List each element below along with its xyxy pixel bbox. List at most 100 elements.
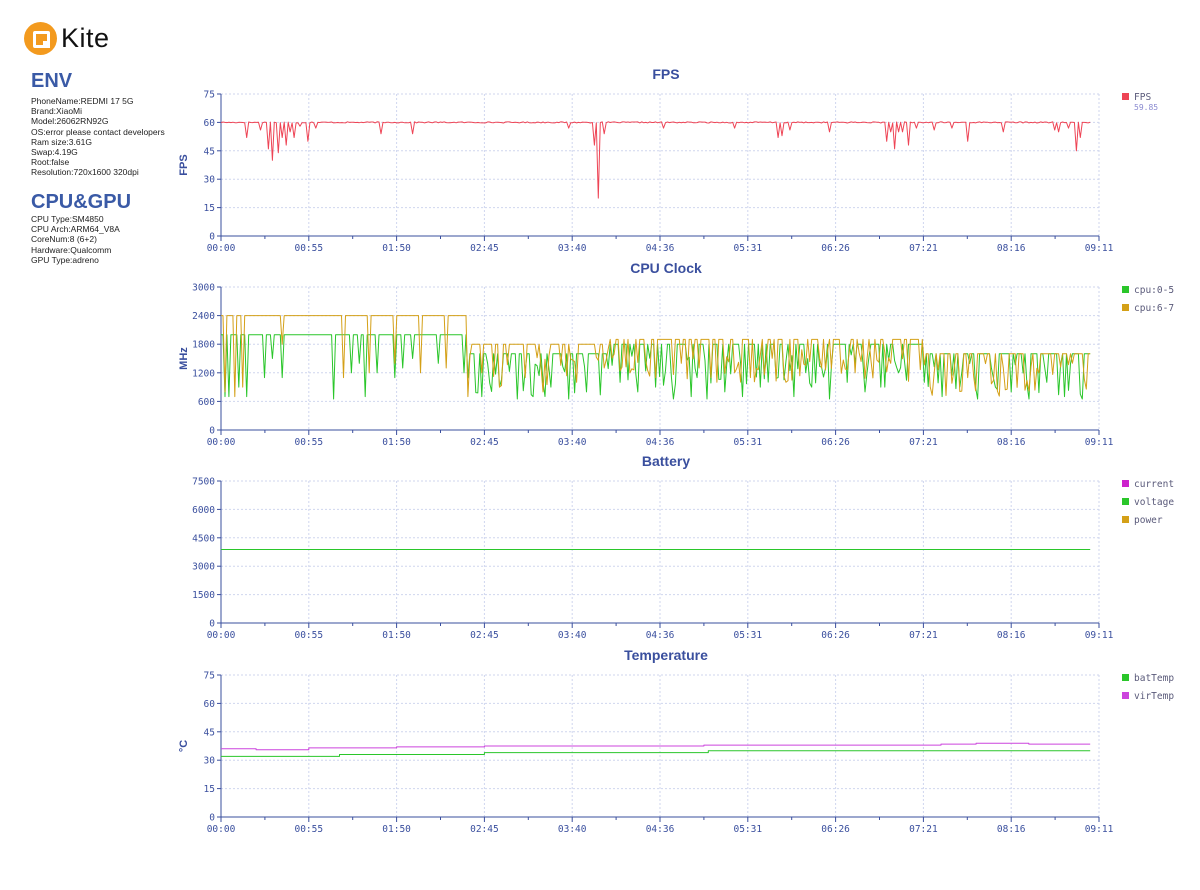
y-axis-label: FPS [178,154,190,175]
env-info-item: Resolution:720x1600 320dpi [31,167,139,178]
env-title: ENV [31,70,73,92]
y-tick-label: 0 [209,232,215,243]
legend-label: current [1134,479,1174,490]
x-tick-label: 01:50 [382,243,411,254]
y-tick-label: 15 [204,784,215,795]
env-info-item: OS:error please contact developers [31,126,165,137]
x-tick-label: 09:11 [1085,630,1114,641]
cpu-gpu-title: CPU&GPU [31,191,132,213]
x-tick-label: 06:26 [821,824,850,835]
x-tick-label: 00:00 [207,824,236,835]
y-tick-label: 600 [198,397,215,408]
y-axis-label: MHz [178,347,190,370]
y-tick-label: 30 [204,756,216,767]
legend-label: cpu:0-5 [1134,285,1174,296]
chart-title: FPS [652,66,679,82]
y-tick-label: 2400 [192,311,215,322]
x-tick-label: 09:11 [1085,437,1114,448]
chart-title: CPU Clock [630,260,702,276]
x-tick-label: 00:55 [294,824,323,835]
app-name: Kite [61,23,110,53]
chart-title: Temperature [624,647,708,663]
x-tick-label: 00:00 [207,243,236,254]
x-tick-label: 09:11 [1085,824,1114,835]
y-tick-label: 1500 [192,590,215,601]
y-tick-label: 45 [204,146,215,157]
x-tick-label: 00:55 [294,630,323,641]
legend-swatch [1122,498,1129,505]
y-tick-label: 4500 [192,533,215,544]
series-line-FPS [220,121,1091,199]
x-tick-label: 01:50 [382,630,411,641]
x-tick-label: 02:45 [470,630,499,641]
legend-value: 59.85 [1134,103,1158,112]
legend-swatch [1122,692,1129,699]
x-tick-label: 03:40 [558,630,587,641]
x-tick-label: 06:26 [821,630,850,641]
env-info-list: PhoneName:REDMI 17 5G Brand:XiaoMi Model:2… [31,96,165,178]
x-tick-label: 05:31 [733,824,762,835]
x-tick-label: 05:31 [733,437,762,448]
y-tick-label: 3000 [192,562,215,573]
x-tick-label: 07:21 [909,437,938,448]
legend-label: power [1134,515,1163,526]
cpugpu-info-item: CPU Type:SM4850 [31,214,104,224]
y-tick-label: 15 [204,203,215,214]
cpu-gpu-info-list: CPU Type:SM4850 CPU Arch:ARM64_V8A CoreNum… [31,214,120,265]
legend-swatch [1122,674,1129,681]
x-tick-label: 00:00 [207,630,236,641]
x-tick-label: 02:45 [470,824,499,835]
kite-logo-icon [24,22,57,55]
series-line-cpu-0-5 [221,334,1091,400]
x-tick-label: 02:45 [470,437,499,448]
env-info-item: Root:false [31,157,70,168]
x-tick-label: 07:21 [909,824,938,835]
series-line-cpu-6-7 [221,315,1091,398]
x-tick-label: 00:55 [294,437,323,448]
legend-label: batTemp [1134,673,1174,684]
x-tick-label: 04:36 [646,824,675,835]
env-info-item: Brand:XiaoMi [31,106,83,117]
x-tick-label: 01:50 [382,824,411,835]
x-tick-label: 02:45 [470,243,499,254]
x-tick-label: 06:26 [821,243,850,254]
x-tick-label: 04:36 [646,437,675,448]
x-tick-label: 07:21 [909,630,938,641]
series-line-batTemp [221,750,1091,757]
x-tick-label: 05:31 [733,243,762,254]
y-tick-label: 1800 [192,340,215,351]
cpugpu-info-item: CPU Arch:ARM64_V8A [31,224,120,235]
env-info-item: PhoneName:REDMI 17 5G [31,96,134,106]
x-tick-label: 03:40 [558,437,587,448]
y-tick-label: 6000 [192,505,215,516]
env-info-item: Model:26062RN92G [31,116,109,127]
y-tick-label: 60 [204,118,216,129]
series-line-virTemp [221,742,1091,751]
x-tick-label: 09:11 [1085,243,1114,254]
x-tick-label: 08:16 [997,437,1026,448]
x-tick-label: 03:40 [558,243,587,254]
y-tick-label: 7500 [192,477,215,488]
y-tick-label: 75 [204,90,215,101]
legend-swatch [1122,286,1129,293]
legend-swatch [1122,93,1129,100]
x-tick-label: 07:21 [909,243,938,254]
chart-fps: FPS 0 15 30 45 60 75 00:00 00:55 01:50 02:45 03:40 0… [178,66,1158,254]
cpugpu-info-item: GPU Type:adreno [31,254,99,265]
x-tick-label: 01:50 [382,437,411,448]
x-tick-label: 06:26 [821,437,850,448]
y-tick-label: 0 [209,426,215,437]
chart-temperature: Temperature 0 15 30 45 60 75 00:00 00:55 01:50 02:… [178,647,1174,835]
legend-label: FPS [1134,92,1151,103]
x-tick-label: 04:36 [646,630,675,641]
x-tick-label: 04:36 [646,243,675,254]
legend-label: virTemp [1134,691,1174,702]
x-tick-label: 00:55 [294,243,323,254]
y-axis-label: °C [178,740,190,752]
chart-battery: Battery 0 1500 3000 4500 6000 7500 00:00 00:55 01… [192,453,1174,641]
legend-swatch [1122,480,1129,487]
y-tick-label: 45 [204,727,215,738]
x-tick-label: 08:16 [997,630,1026,641]
y-tick-label: 60 [204,699,216,710]
